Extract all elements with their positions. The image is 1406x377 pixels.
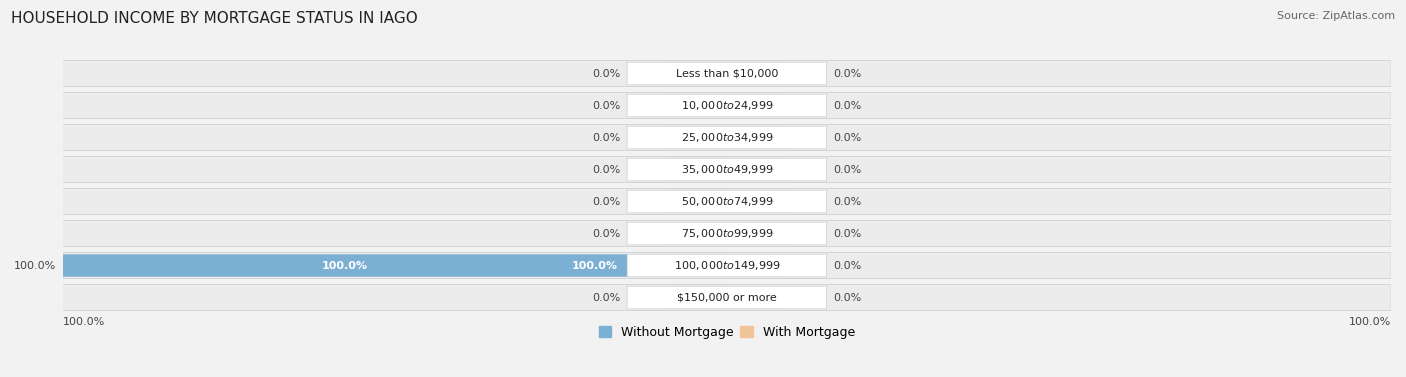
FancyBboxPatch shape [727, 94, 787, 117]
FancyBboxPatch shape [63, 92, 1391, 118]
FancyBboxPatch shape [666, 94, 727, 117]
FancyBboxPatch shape [627, 126, 827, 149]
Text: 0.0%: 0.0% [834, 69, 862, 78]
Text: 0.0%: 0.0% [834, 261, 862, 271]
FancyBboxPatch shape [63, 253, 1391, 279]
Text: $50,000 to $74,999: $50,000 to $74,999 [681, 195, 773, 208]
Text: $35,000 to $49,999: $35,000 to $49,999 [681, 163, 773, 176]
Text: 0.0%: 0.0% [834, 293, 862, 302]
Text: 0.0%: 0.0% [592, 293, 620, 302]
Text: Less than $10,000: Less than $10,000 [676, 69, 778, 78]
FancyBboxPatch shape [627, 94, 827, 117]
FancyBboxPatch shape [627, 190, 827, 213]
Text: $75,000 to $99,999: $75,000 to $99,999 [681, 227, 773, 240]
Text: 0.0%: 0.0% [592, 69, 620, 78]
FancyBboxPatch shape [727, 222, 787, 245]
Text: 100.0%: 100.0% [1348, 317, 1391, 327]
Text: HOUSEHOLD INCOME BY MORTGAGE STATUS IN IAGO: HOUSEHOLD INCOME BY MORTGAGE STATUS IN I… [11, 11, 418, 26]
FancyBboxPatch shape [63, 221, 1391, 247]
Text: $25,000 to $34,999: $25,000 to $34,999 [681, 131, 773, 144]
FancyBboxPatch shape [627, 254, 827, 277]
Text: 0.0%: 0.0% [834, 132, 862, 143]
Text: 0.0%: 0.0% [592, 164, 620, 175]
FancyBboxPatch shape [666, 222, 727, 245]
Text: 100.0%: 100.0% [14, 261, 56, 271]
Text: 0.0%: 0.0% [834, 101, 862, 110]
FancyBboxPatch shape [666, 158, 727, 181]
Text: Source: ZipAtlas.com: Source: ZipAtlas.com [1277, 11, 1395, 21]
FancyBboxPatch shape [666, 190, 727, 213]
FancyBboxPatch shape [63, 61, 1391, 86]
Text: 0.0%: 0.0% [592, 132, 620, 143]
FancyBboxPatch shape [627, 158, 827, 181]
Text: $100,000 to $149,999: $100,000 to $149,999 [673, 259, 780, 272]
Text: 0.0%: 0.0% [592, 196, 620, 207]
FancyBboxPatch shape [666, 286, 727, 309]
FancyBboxPatch shape [727, 126, 787, 149]
FancyBboxPatch shape [63, 285, 1391, 311]
FancyBboxPatch shape [627, 286, 827, 309]
Text: 0.0%: 0.0% [592, 228, 620, 239]
FancyBboxPatch shape [666, 126, 727, 149]
Text: 100.0%: 100.0% [322, 261, 368, 271]
Text: 0.0%: 0.0% [834, 196, 862, 207]
FancyBboxPatch shape [63, 156, 1391, 182]
Text: 0.0%: 0.0% [834, 164, 862, 175]
FancyBboxPatch shape [627, 62, 827, 85]
Text: 100.0%: 100.0% [571, 261, 617, 271]
Text: 0.0%: 0.0% [834, 228, 862, 239]
FancyBboxPatch shape [727, 190, 787, 213]
Legend: Without Mortgage, With Mortgage: Without Mortgage, With Mortgage [593, 321, 860, 344]
FancyBboxPatch shape [627, 222, 827, 245]
FancyBboxPatch shape [727, 158, 787, 181]
FancyBboxPatch shape [727, 286, 787, 309]
FancyBboxPatch shape [727, 62, 787, 85]
Text: $150,000 or more: $150,000 or more [676, 293, 776, 302]
Text: 0.0%: 0.0% [592, 101, 620, 110]
Text: 100.0%: 100.0% [63, 317, 105, 327]
FancyBboxPatch shape [666, 62, 727, 85]
FancyBboxPatch shape [63, 124, 1391, 150]
Text: $10,000 to $24,999: $10,000 to $24,999 [681, 99, 773, 112]
FancyBboxPatch shape [63, 254, 727, 277]
FancyBboxPatch shape [727, 254, 787, 277]
FancyBboxPatch shape [63, 188, 1391, 215]
